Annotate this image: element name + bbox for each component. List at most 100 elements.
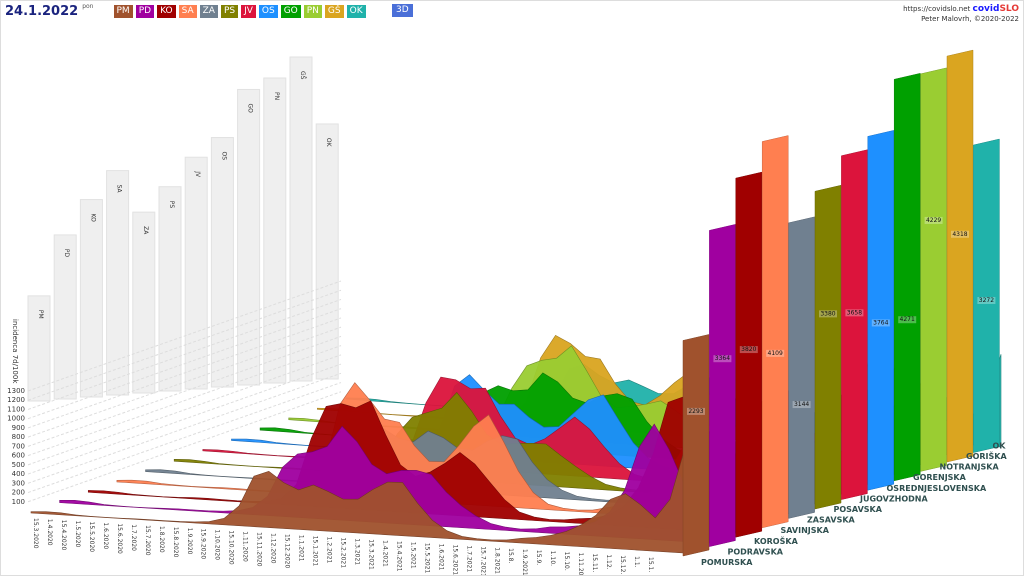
x-tick-label: 1.12.2020 [270, 533, 277, 564]
x-tick-label: 15.10. [563, 552, 570, 571]
region-name-label: KOROŠKA [754, 535, 799, 546]
day-label: pon [82, 3, 94, 10]
back-wall-bar [27, 295, 51, 402]
bar-KO [735, 171, 763, 538]
region-button-3[interactable]: SA [178, 4, 197, 18]
top-bar: 24.1.2022 pon PM PD KO SA ZA PS JV OS GO PN GŠ OK [5, 3, 369, 19]
bar-value-label: 4229 [926, 217, 941, 224]
back-wall-label: PN [273, 92, 280, 100]
value-label-bg [845, 309, 864, 317]
x-tick-label: 1.10.2020 [214, 530, 221, 561]
back-wall-bar [132, 211, 156, 394]
region-button-1[interactable]: PD [135, 4, 155, 18]
y-tick-label: 500 [12, 461, 25, 469]
gridline [27, 298, 342, 410]
ridge-PD [59, 417, 715, 544]
region-button-11[interactable]: OK [346, 4, 366, 18]
y-tick-label: 200 [12, 489, 25, 497]
x-tick-label: 1.4.2020 [46, 519, 53, 546]
bar-OS [867, 130, 895, 491]
bar-value-label: 3364 [715, 355, 730, 362]
bar-GO [893, 73, 921, 482]
gridline [27, 345, 342, 457]
region-name-label: NOTRANJSKA [940, 463, 1000, 472]
x-tick-label: 1.9.2020 [186, 528, 193, 555]
x-tick-label: 15.3.2021 [367, 539, 374, 570]
region-name-label: GORENJSKA [913, 473, 967, 482]
region-button-7[interactable]: OS [258, 4, 278, 18]
region-button-2[interactable]: KO [157, 4, 176, 18]
bar-value-label: 3764 [873, 319, 888, 326]
x-tick-label: 15.1.2021 [312, 536, 319, 567]
back-wall-label: OS [220, 152, 227, 161]
x-tick-label: 15.4.2021 [395, 541, 402, 572]
bar-ZA [788, 216, 815, 519]
bar-value-label: 4109 [768, 350, 783, 357]
x-tick-label: 1.12. [605, 554, 612, 569]
region-button-10[interactable]: GŠ [324, 4, 344, 18]
x-tick-label: 1.8.2021 [493, 547, 500, 574]
back-wall-label: GO [247, 103, 254, 113]
region-button-0[interactable]: PM [113, 4, 133, 18]
x-tick-label: 1.6.2021 [437, 544, 444, 571]
y-tick-label: 1100 [7, 405, 25, 413]
back-wall-bar [79, 199, 103, 398]
bar-value-label: 3820 [741, 346, 756, 353]
x-tick-label: 15.1. [647, 557, 654, 572]
x-tick-label: 1.9.2021 [521, 549, 528, 576]
date-label: 24.1.2022 [5, 3, 79, 19]
y-tick-label: 400 [12, 470, 25, 478]
x-tick-label: 15.2.2021 [340, 538, 347, 569]
region-button-4[interactable]: ZA [199, 4, 218, 18]
y-axis-label: incidenca 7d/100k [11, 319, 19, 384]
region-name-label: OK [993, 441, 1007, 450]
bar-value-label: 2293 [688, 408, 703, 415]
gridline [27, 308, 342, 420]
x-tick-label: 1.11.2020 [242, 531, 249, 562]
back-wall-bar [184, 156, 208, 390]
region-name-label: SAVINJSKA [781, 526, 830, 535]
value-label-bg [739, 346, 758, 354]
gridline [27, 363, 342, 475]
author: Peter Malovrh, ©2020-2022 [921, 15, 1019, 23]
x-tick-label: 1.2.2021 [326, 537, 333, 564]
bar-value-label: 3380 [820, 310, 835, 317]
back-wall-bar [53, 234, 77, 400]
x-tick-label: 15.4.2020 [60, 520, 67, 551]
region-button-5[interactable]: PS [220, 4, 239, 18]
value-label-bg [977, 296, 996, 304]
y-tick-label: 700 [12, 442, 25, 450]
back-wall-label: ZA [142, 226, 149, 235]
x-tick-label: 1.7.2021 [465, 545, 472, 572]
back-wall-bar [263, 77, 287, 384]
site-url[interactable]: https://covidslo.net [903, 5, 971, 13]
y-tick-label: 1000 [7, 415, 25, 423]
back-wall-bar [158, 186, 182, 392]
region-button-9[interactable]: PN [303, 4, 322, 18]
x-tick-label: 15.9. [535, 550, 542, 565]
value-label-bg [951, 230, 969, 238]
toggle-3d-button[interactable]: 3D [392, 4, 413, 17]
bar-value-label: 3658 [847, 309, 862, 316]
x-tick-label: 15.11. [591, 553, 598, 572]
bar-value-label: 4271 [900, 316, 915, 323]
x-tick-label: 1.8.2020 [158, 526, 165, 553]
x-tick-label: 1.1.2021 [298, 535, 305, 562]
x-tick-label: 15.8. [507, 548, 514, 563]
bar-PM [682, 334, 710, 557]
x-tick-label: 15.8.2020 [172, 527, 179, 558]
region-name-label: OSREDNJESLOVENSKA [887, 484, 987, 493]
region-button-8[interactable]: GO [280, 4, 301, 18]
bar-value-label: 4318 [952, 231, 967, 238]
gridline [27, 326, 342, 438]
back-wall-bar [289, 56, 313, 382]
x-tick-label: 1.3.2021 [353, 538, 360, 565]
y-tick-label: 1300 [7, 387, 25, 395]
region-button-6[interactable]: JV [241, 4, 256, 18]
x-tick-label: 1.5.2020 [74, 521, 81, 548]
bar-GŠ [946, 49, 974, 463]
gridline [27, 317, 342, 429]
bar-SA [761, 135, 789, 529]
